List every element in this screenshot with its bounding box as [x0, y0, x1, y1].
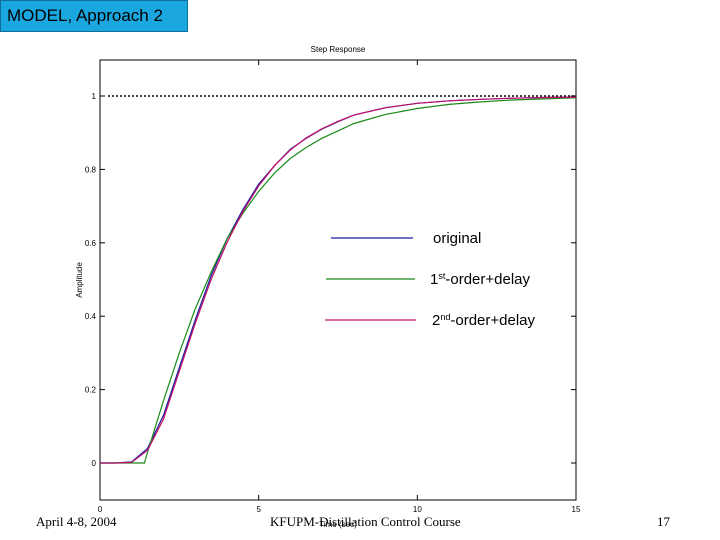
y-tick-label: 0.6 — [85, 239, 97, 248]
x-tick-label: 10 — [413, 505, 422, 514]
legend-label-2: 1st-order+delay — [430, 271, 530, 288]
y-tick-label: 1 — [92, 92, 97, 101]
footer-course: KFUPM-Distillation Control Course — [270, 514, 461, 529]
series-line-2 — [100, 97, 577, 464]
x-tick-label: 15 — [572, 505, 581, 514]
chart-title: Step Response — [311, 45, 366, 54]
page-number: 17 — [657, 514, 670, 529]
x-tick-label: 0 — [98, 505, 103, 514]
series-line-3 — [100, 96, 577, 464]
y-tick-label: 0.2 — [85, 386, 97, 395]
y-axis-label: Amplitude — [75, 262, 84, 298]
y-tick-label: 0.8 — [85, 165, 97, 174]
plot-area — [99, 59, 577, 501]
x-axis-label: Time (sec) — [319, 520, 357, 529]
legend-label-1: original — [433, 230, 481, 247]
y-tick-label: 0.4 — [85, 312, 97, 321]
slide-title: MODEL, Approach 2 — [0, 0, 188, 32]
x-tick-label: 5 — [256, 505, 261, 514]
y-tick-label: 0 — [92, 459, 97, 468]
footer-date: April 4-8, 2004 — [36, 514, 117, 529]
legend-label-3: 2nd-order+delay — [432, 312, 535, 329]
